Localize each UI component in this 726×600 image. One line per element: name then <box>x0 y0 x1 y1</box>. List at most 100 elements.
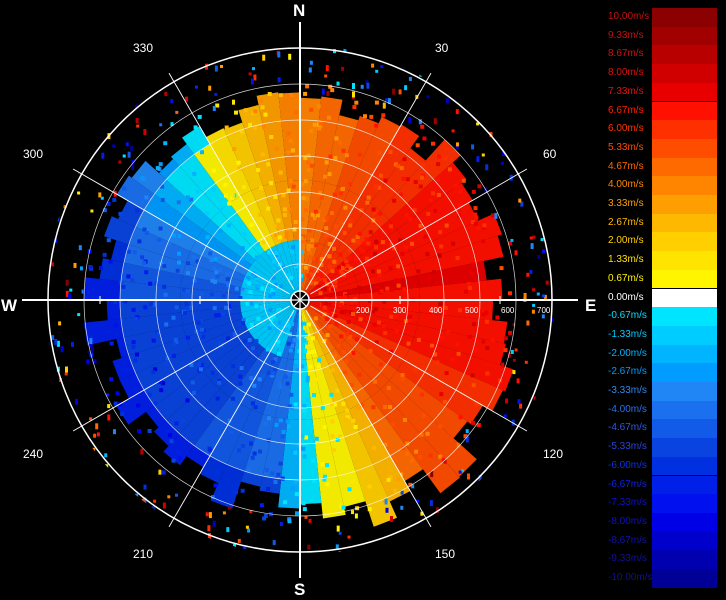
echo-pixel <box>324 233 329 238</box>
echo-pixel <box>202 328 207 333</box>
echo-pixel <box>341 262 346 267</box>
echo-pixel <box>324 160 329 165</box>
echo-pixel <box>354 100 359 105</box>
echo-pixel <box>270 471 275 476</box>
echo-pixel <box>439 244 444 249</box>
echo-pixel <box>132 250 137 255</box>
echo-sector <box>255 255 300 300</box>
legend-label: 1.33m/s <box>608 254 644 266</box>
echo-pixel <box>253 405 258 410</box>
bearing-330-label: 330 <box>133 41 154 55</box>
echo-pixel <box>410 458 415 463</box>
echo-pixel <box>345 332 350 337</box>
echo-pixel <box>247 338 252 342</box>
echo-pixel <box>299 250 304 255</box>
echo-sector <box>300 300 341 349</box>
echo-sector <box>390 445 423 482</box>
scatter-pixel <box>151 525 155 530</box>
echo-pixel <box>312 122 317 127</box>
echo-sector <box>186 445 210 468</box>
echo-pixel <box>431 270 436 274</box>
bearing-60-label: 60 <box>543 147 557 161</box>
echo-pixel <box>508 330 513 335</box>
echo-sector <box>210 464 245 509</box>
legend-label: 2.67m/s <box>608 216 644 228</box>
echo-pixel <box>144 195 149 200</box>
echo-pixel <box>386 477 391 482</box>
scatter-pixel <box>81 289 85 294</box>
legend-row: 9.33m/s <box>605 26 717 46</box>
echo-pixel <box>438 454 443 459</box>
echo-pixel <box>130 278 135 283</box>
echo-pixel <box>284 234 289 239</box>
echo-pixel <box>290 148 295 153</box>
echo-pixel <box>470 272 475 277</box>
echo-pixel <box>236 160 241 165</box>
scatter-pixel <box>73 262 77 268</box>
echo-pixel <box>365 200 370 205</box>
echo-pixel <box>388 475 393 480</box>
scatter-pixel <box>134 103 138 108</box>
echo-pixel <box>286 131 291 136</box>
echo-pixel <box>330 368 335 373</box>
echo-sector <box>409 337 472 374</box>
echo-sector <box>262 182 288 243</box>
echo-sector <box>300 419 319 480</box>
echo-pixel <box>200 327 204 332</box>
echo-pixel <box>268 294 273 298</box>
legend-label: -4.67m/s <box>608 422 647 434</box>
scatter-pixel <box>304 515 308 519</box>
scatter-pixel <box>220 65 223 68</box>
echo-pixel <box>278 320 283 325</box>
echo-pixel <box>316 104 321 109</box>
echo-sector <box>324 414 356 477</box>
legend-swatch <box>652 400 717 420</box>
range-400-label: 400 <box>429 306 443 315</box>
echo-sector <box>287 180 300 241</box>
echo-pixel <box>135 352 139 357</box>
echo-pixel <box>162 284 167 289</box>
echo-sector <box>262 357 288 418</box>
echo-pixel <box>273 480 278 484</box>
echo-pixel <box>307 322 312 327</box>
echo-pixel <box>181 419 186 424</box>
echo-pixel <box>360 403 365 408</box>
echo-pixel <box>418 223 423 228</box>
radar-ppi-display[interactable]: N E S W 30 60 120 150 210 240 300 330 20… <box>0 0 600 600</box>
echo-pixel <box>276 308 281 313</box>
echo-pixel <box>481 312 486 317</box>
echo-pixel <box>287 519 292 524</box>
legend-swatch <box>652 101 717 121</box>
scatter-pixel <box>558 370 561 375</box>
echo-pixel <box>286 273 291 278</box>
range-300-label: 300 <box>393 306 407 315</box>
echo-pixel <box>451 241 456 246</box>
echo-pixel <box>303 179 308 184</box>
echo-pixel <box>182 287 186 292</box>
scatter-pixel <box>338 560 341 566</box>
echo-pixel <box>225 272 230 277</box>
echo-pixel <box>254 434 259 439</box>
echo-pixel <box>282 207 287 212</box>
echo-pixel <box>293 450 298 455</box>
echo-pixel <box>381 324 386 328</box>
echo-pixel <box>305 397 310 402</box>
legend-swatch <box>652 45 717 65</box>
echo-sector <box>262 121 288 183</box>
scatter-pixel <box>383 556 386 562</box>
echo-pixel <box>271 360 275 365</box>
legend-label: -3.33m/s <box>608 385 647 396</box>
scatter-pixel <box>71 341 74 347</box>
echo-pixel <box>147 429 152 433</box>
echo-pixel <box>428 198 433 202</box>
scatter-pixel <box>520 201 524 207</box>
echo-pixel <box>212 266 217 271</box>
echo-pixel <box>444 223 449 228</box>
echo-pixel <box>253 109 258 114</box>
echo-sector <box>171 144 195 167</box>
legend-label: -4.00m/s <box>608 403 647 415</box>
compass-north-label: N <box>293 1 306 20</box>
scatter-pixel <box>107 404 111 409</box>
echo-pixel <box>412 367 417 372</box>
echo-pixel <box>330 88 335 93</box>
